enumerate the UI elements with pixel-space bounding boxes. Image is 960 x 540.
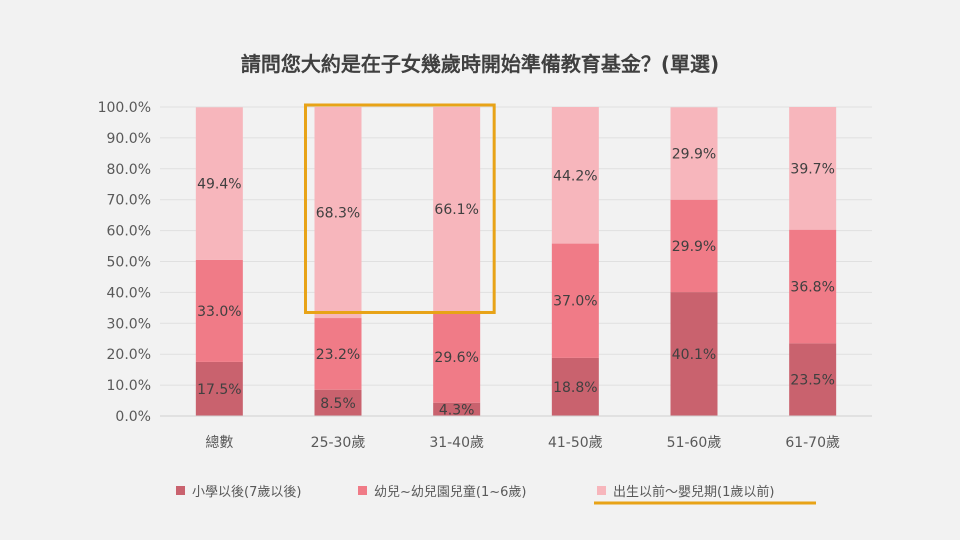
data-label: 36.8% — [790, 280, 834, 296]
data-label: 23.5% — [790, 373, 834, 389]
data-label: 40.1% — [672, 347, 716, 363]
x-tick-label: 31-40歲 — [429, 435, 484, 451]
y-tick-label: 100.0% — [98, 100, 151, 116]
bars: 17.5% 33.0% 49.4% 8.5% 23.2% 68.3% 4.3% 29.6% 66… — [195, 107, 837, 418]
bar-segment — [551, 357, 599, 416]
y-tick-label: 40.0% — [107, 285, 151, 301]
legend-swatch — [176, 486, 185, 495]
chart-title: 請問您大約是在子女幾歲時開始準備教育基金？(單選) — [241, 52, 719, 76]
y-tick-label: 60.0% — [107, 224, 151, 240]
data-label: 8.5% — [320, 396, 356, 412]
data-label: 29.9% — [672, 147, 716, 163]
data-label: 39.7% — [790, 161, 834, 177]
legend-swatch — [358, 486, 367, 495]
data-label: 23.2% — [316, 347, 360, 363]
bar-segment — [670, 107, 718, 200]
highlight-annotations — [304, 103, 816, 505]
data-label: 37.0% — [553, 294, 597, 310]
x-tick-label: 25-30歲 — [311, 435, 366, 451]
data-label: 44.2% — [553, 168, 597, 184]
x-tick-label: 總數 — [205, 434, 233, 451]
x-axis: 總數 25-30歲 31-40歲 41-50歲 51-60歲 61-70歲 — [160, 415, 872, 451]
bar-segment — [195, 259, 243, 362]
legend-label: 幼兒~幼兒園兒童(1~6歲) — [374, 484, 526, 500]
highlight-box — [304, 103, 496, 314]
bar-segment — [789, 343, 837, 416]
data-label: 49.4% — [197, 177, 241, 193]
data-label: 33.0% — [197, 304, 241, 320]
data-label: 18.8% — [553, 380, 597, 396]
x-tick-label: 41-50歲 — [548, 435, 603, 451]
gridlines — [160, 106, 872, 417]
y-axis: 0.0% 10.0% 20.0% 30.0% 40.0% 50.0% 60.0% 70.0% 8… — [98, 100, 151, 425]
legend: 小學以後(7歲以後) 幼兒~幼兒園兒童(1~6歲) 出生以前～嬰兒期(1歲以前) — [176, 484, 774, 500]
y-tick-label: 0.0% — [115, 409, 151, 425]
legend-label: 出生以前～嬰兒期(1歲以前) — [613, 484, 774, 500]
x-tick-label: 51-60歲 — [667, 435, 722, 451]
bar-segment — [789, 229, 837, 344]
data-label: 4.3% — [439, 402, 475, 418]
data-label: 29.9% — [672, 239, 716, 255]
y-tick-label: 70.0% — [107, 193, 151, 209]
data-label: 66.1% — [434, 202, 478, 218]
data-label: 68.3% — [316, 206, 360, 222]
y-tick-label: 10.0% — [107, 378, 151, 394]
bar-segment — [789, 107, 837, 230]
bar-segment — [433, 311, 481, 403]
y-tick-label: 20.0% — [107, 347, 151, 363]
data-label: 17.5% — [197, 382, 241, 398]
bar-segment — [314, 318, 362, 390]
bar-segment — [670, 292, 718, 416]
bar-segment — [314, 107, 362, 319]
y-tick-label: 50.0% — [107, 255, 151, 271]
bar-segment — [670, 199, 718, 293]
y-tick-label: 80.0% — [107, 162, 151, 178]
bar-segment — [433, 107, 481, 312]
bar-segment — [551, 107, 599, 244]
bar-segment — [551, 243, 599, 358]
bar-segment — [314, 389, 362, 416]
legend-swatch — [597, 486, 606, 495]
bar-segment — [195, 107, 243, 260]
y-tick-label: 30.0% — [107, 316, 151, 332]
data-label: 29.6% — [434, 350, 478, 366]
bar-segment — [195, 361, 243, 416]
x-tick-label: 61-70歲 — [785, 435, 840, 451]
legend-label: 小學以後(7歲以後) — [192, 485, 301, 500]
bar-segment — [433, 402, 481, 416]
y-tick-label: 90.0% — [107, 131, 151, 147]
